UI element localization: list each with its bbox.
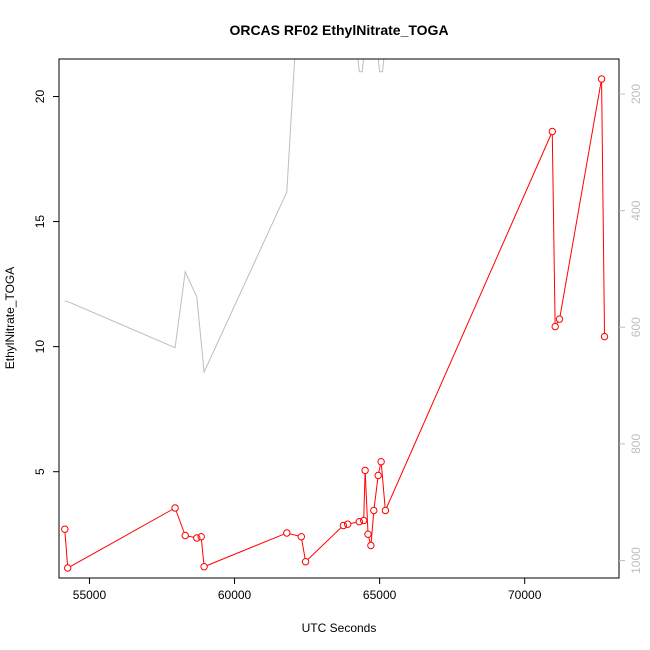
plot-frame [58,58,620,579]
primary-series-segment [363,473,366,518]
data-point [301,558,310,566]
primary-series-segment [368,537,371,543]
data-point [339,521,348,530]
data-point [283,529,291,537]
y2-tick-label: 200 [629,84,643,104]
primary-series-segment [70,509,173,567]
data-point [367,541,375,550]
data-point [377,458,385,466]
primary-series-segment [301,539,306,559]
primary-series-segment [289,533,299,537]
y2-tick-label: 800 [629,434,643,454]
primary-series-segment [551,134,556,324]
data-point [597,75,606,83]
y2-tick-label: 600 [629,317,643,337]
primary-series-segment [350,521,357,524]
primary-series-segment [201,539,205,564]
x-tick-label: 70000 [508,588,542,602]
x-axis-label: UTC Seconds [302,621,377,635]
data-point [381,506,390,515]
data-point [344,520,352,528]
primary-series-segment [206,533,284,566]
data-point [364,530,372,538]
primary-series-segment [188,535,194,538]
data-point [360,516,368,525]
primary-series-segment [64,532,68,565]
data-point [370,506,378,515]
data-point [171,504,179,512]
data-point [551,322,559,331]
data-point [181,531,189,540]
primary-series-segment [559,82,602,317]
data-point [555,315,564,323]
secondary-series [64,59,385,374]
x-axis: 55000 60000 65000 70000 [73,578,542,602]
secondary-series-line [64,59,385,374]
primary-series-segment [307,527,342,560]
chart-title: ORCAS RF02 EthylNitrate_TOGA [229,22,448,38]
y-axis-left: 5 10 15 20 [33,90,59,475]
y-axis-right: 200 400 600 800 1000 [619,84,643,574]
data-point [297,533,305,541]
primary-series-segment [601,82,605,334]
data-point [200,563,208,571]
primary-series-segment [370,513,375,543]
primary-series-segment [175,510,185,533]
data-point [355,518,363,526]
x-tick-label: 55000 [73,588,107,602]
y-tick-label: 15 [33,215,47,229]
primary-series [61,75,609,572]
data-point [548,127,556,136]
y2-tick-label: 400 [629,200,643,220]
data-point [361,466,369,475]
x-tick-label: 60000 [218,588,252,602]
y2-tick-label: 1000 [629,547,643,574]
data-point [600,332,609,341]
y-axis-label: EthylNitrate_TOGA [3,267,17,369]
y-tick-label: 10 [33,340,47,354]
data-point [64,564,72,572]
data-point [197,533,205,541]
data-point [374,471,382,480]
primary-series-segment [386,134,552,508]
y-tick-label: 20 [33,90,47,104]
data-point [61,525,69,533]
x-tick-label: 65000 [363,588,397,602]
primary-series-segment [364,473,369,532]
data-point [193,534,201,542]
primary-series-segment [373,478,379,508]
primary-series-segment [380,464,386,508]
y-tick-label: 5 [33,468,47,475]
primary-series-segment [378,464,381,473]
